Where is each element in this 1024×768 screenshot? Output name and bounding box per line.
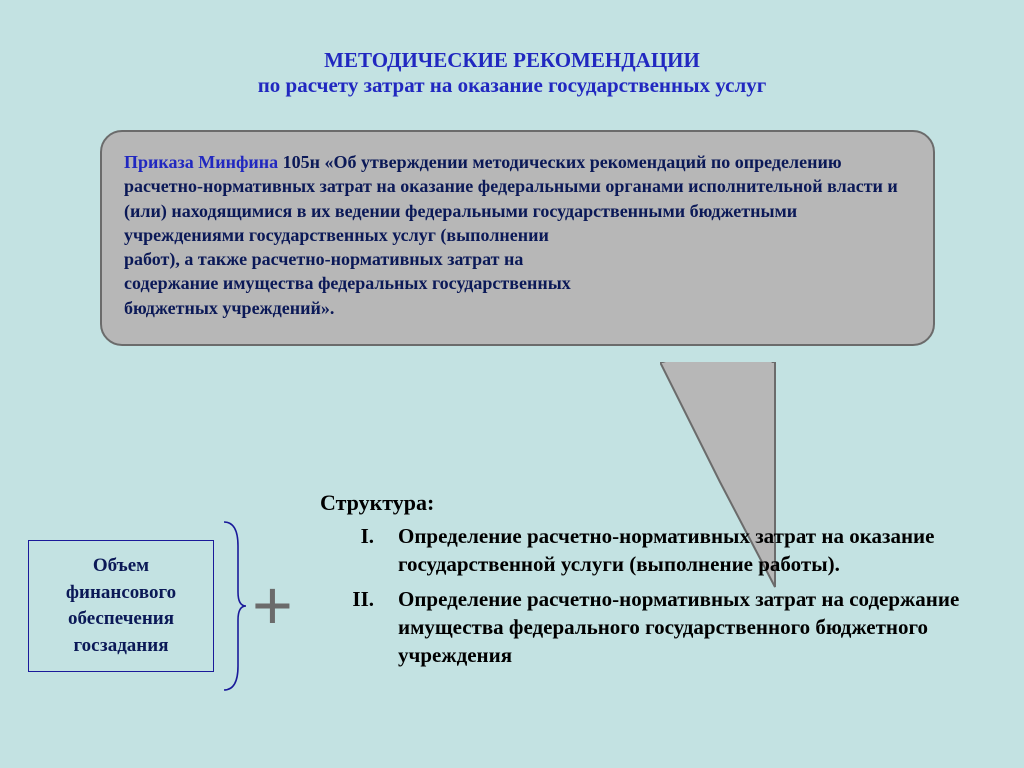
item-text: Определение расчетно-нормативных затрат …: [398, 522, 960, 579]
callout-body3: содержание имущества федеральных государ…: [124, 273, 571, 293]
list-item: II. Определение расчетно-нормативных зат…: [320, 585, 960, 670]
title-line1: МЕТОДИЧЕСКИЕ РЕКОМЕНДАЦИИ: [0, 48, 1024, 73]
callout: Приказа Минфина 105н «Об утверждении мет…: [100, 130, 935, 346]
volume-line2: финансового: [37, 580, 205, 607]
callout-rect: Приказа Минфина 105н «Об утверждении мет…: [100, 130, 935, 346]
volume-line4: госзадания: [37, 633, 205, 660]
title-line2: по расчету затрат на оказание государств…: [0, 73, 1024, 98]
structure-heading: Структура:: [320, 490, 434, 516]
item-number: II.: [320, 585, 398, 670]
volume-line1: Объем: [37, 553, 205, 580]
volume-box: Объем финансового обеспечения госзадания: [28, 540, 214, 672]
item-text: Определение расчетно-нормативных затрат …: [398, 585, 960, 670]
brace-icon: [214, 518, 246, 694]
plus-icon: +: [252, 570, 293, 640]
item-number: I.: [320, 522, 398, 579]
callout-body2: работ), а также расчетно-нормативных зат…: [124, 249, 523, 269]
callout-lead: Приказа Минфина: [124, 152, 278, 172]
list-item: I. Определение расчетно-нормативных затр…: [320, 522, 960, 579]
volume-line3: обеспечения: [37, 606, 205, 633]
callout-body4: бюджетных учреждений».: [124, 298, 334, 318]
title-block: МЕТОДИЧЕСКИЕ РЕКОМЕНДАЦИИ по расчету зат…: [0, 0, 1024, 98]
structure-list: I. Определение расчетно-нормативных затр…: [320, 522, 960, 676]
